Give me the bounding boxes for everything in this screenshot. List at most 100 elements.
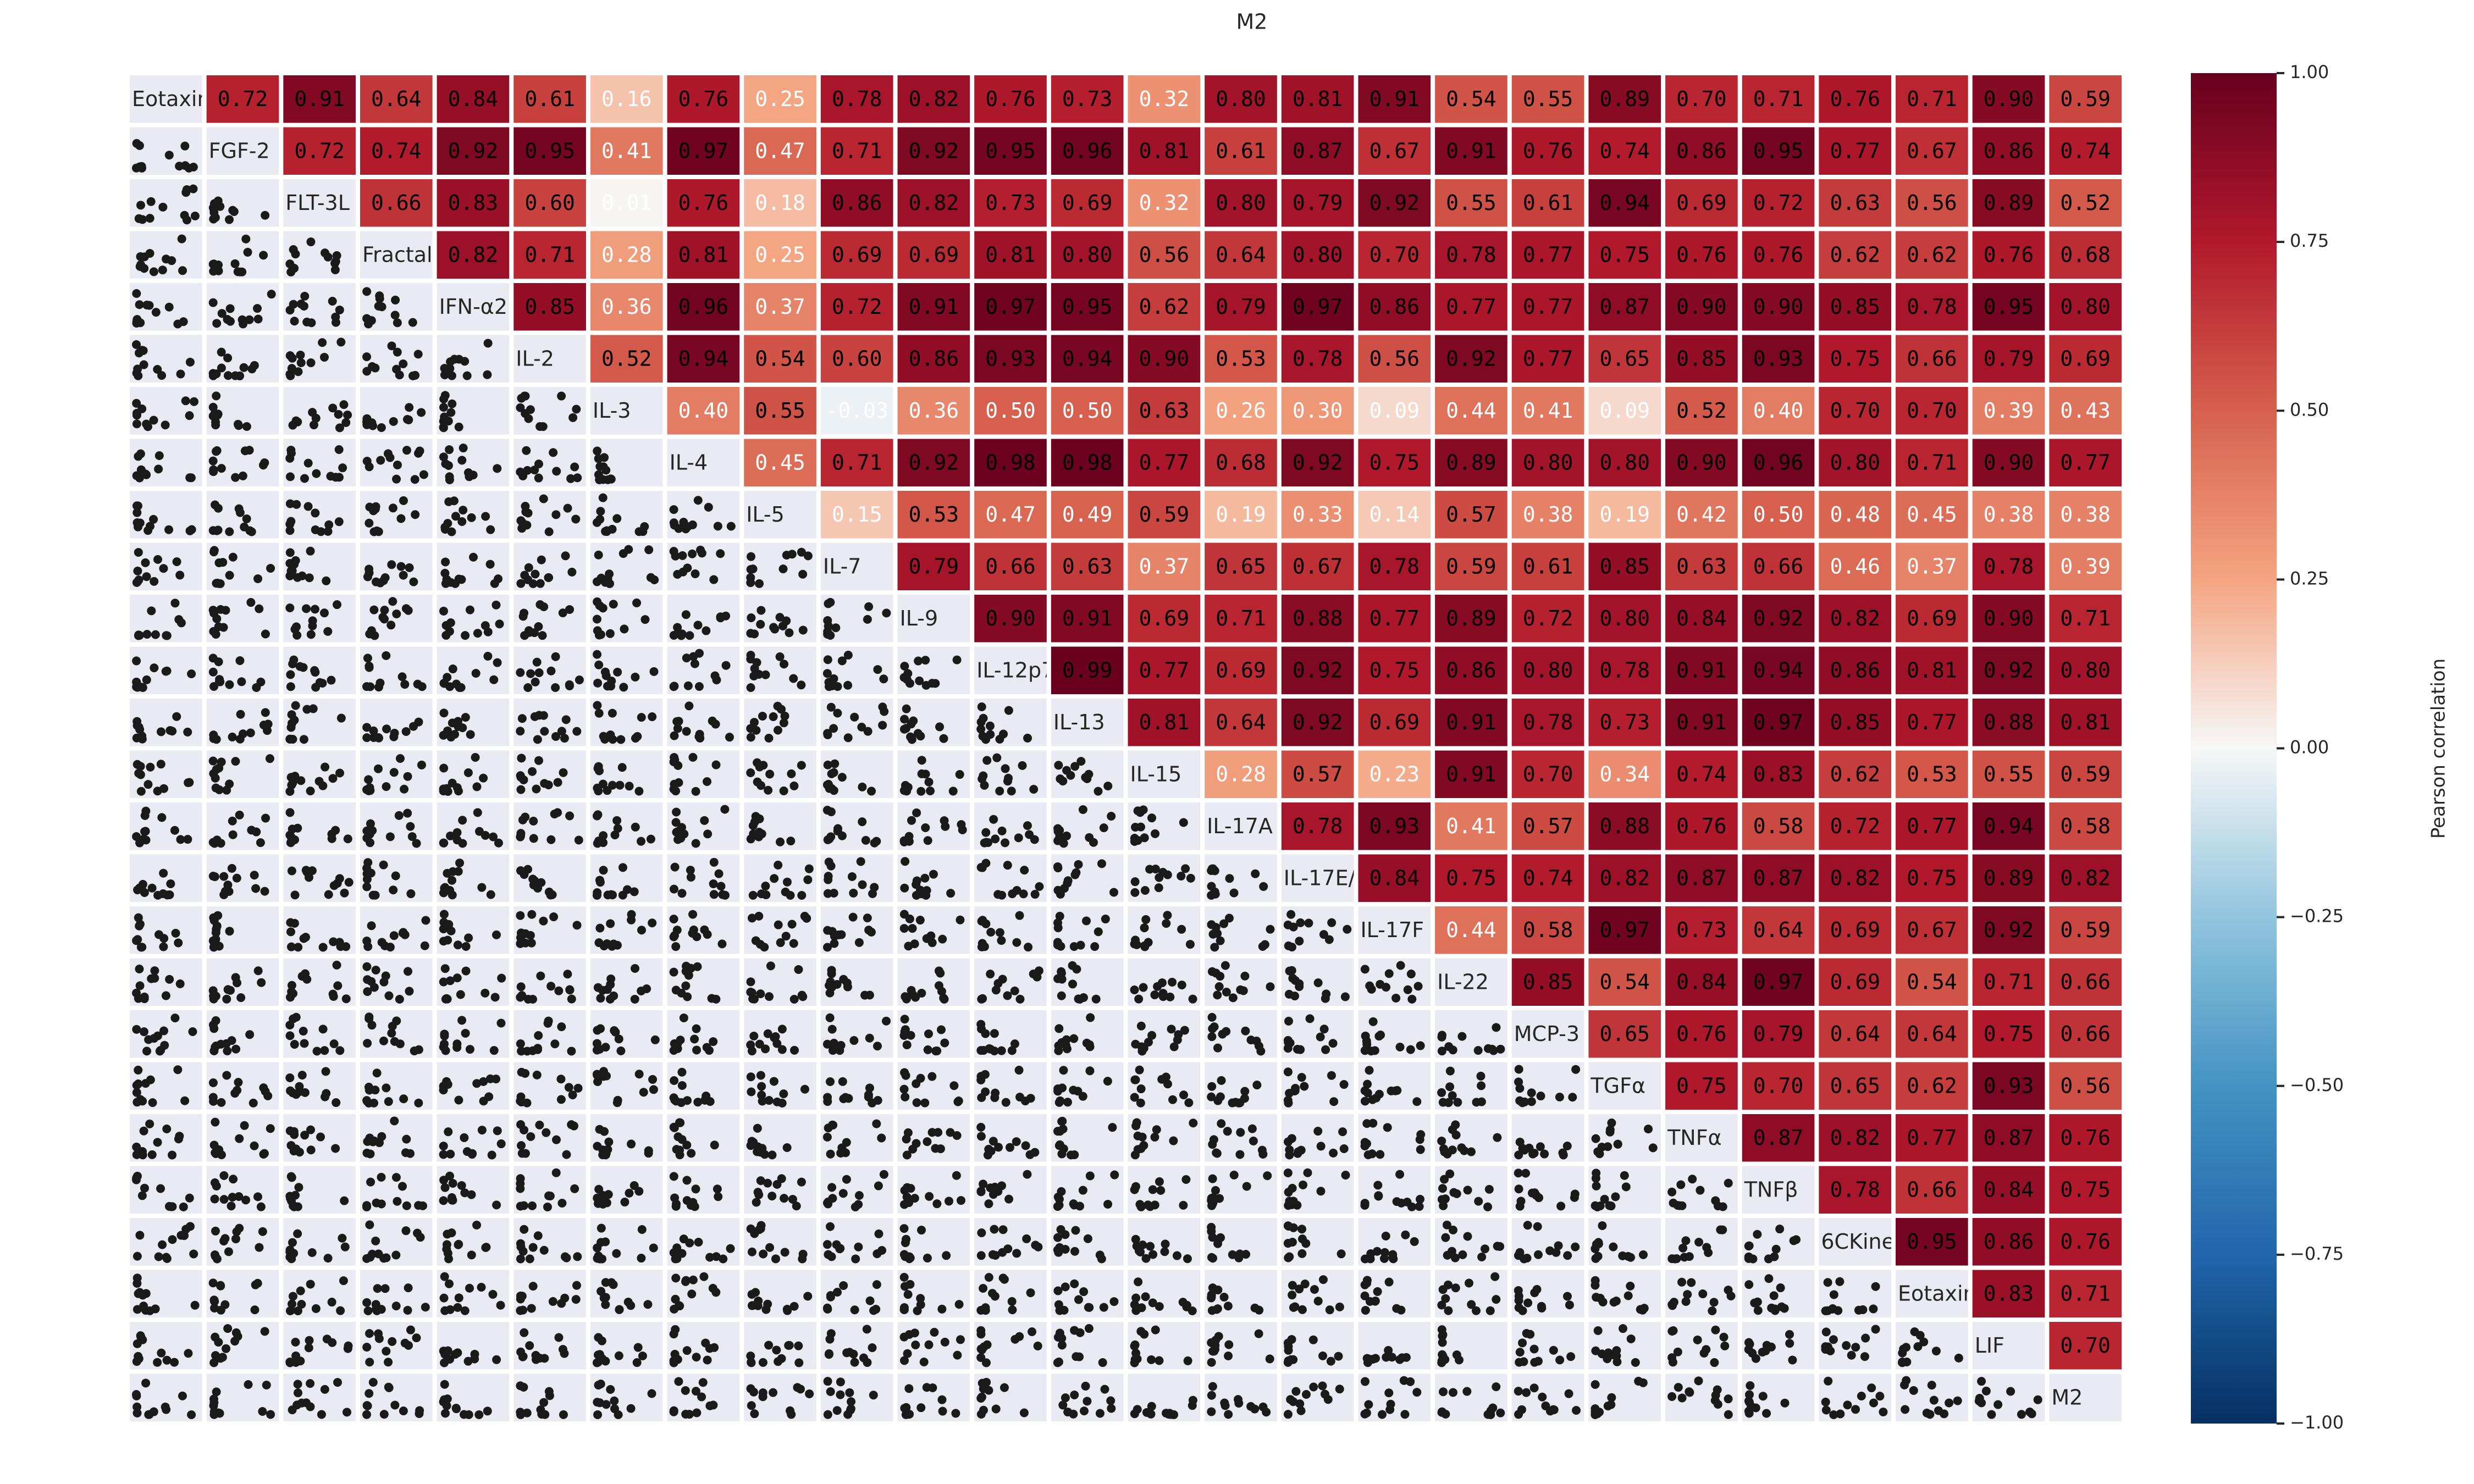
scatter-dot (1515, 1348, 1525, 1357)
scatter-dot (781, 932, 791, 941)
scatter-dot (1029, 785, 1039, 794)
scatter-dot (291, 701, 300, 710)
scatter-dot (132, 832, 141, 841)
scatter-dot (1373, 1287, 1382, 1296)
scatter-dot (778, 564, 788, 574)
scatter-dot (1030, 890, 1040, 899)
scatter-dot (708, 716, 717, 726)
scatter-dot (217, 363, 226, 373)
scatter-dot (454, 574, 463, 584)
scatter-dot (595, 1125, 604, 1134)
scatter-dot (928, 1383, 937, 1392)
scatter-dot (940, 1337, 949, 1347)
scatter-dot (671, 787, 681, 796)
scatter-dot (1529, 1344, 1539, 1354)
scatter-dot (261, 813, 270, 823)
scatter-dot (1182, 1300, 1191, 1310)
cell-value: 0.72 (294, 139, 345, 163)
scatter-dot (328, 774, 338, 783)
cell-value: 0.89 (1446, 450, 1496, 474)
scatter-dot (551, 1135, 561, 1144)
cell-value: 0.84 (1369, 866, 1420, 890)
cell-value: 0.90 (1753, 295, 1804, 319)
scatter-dot (287, 710, 296, 719)
scatter-dot (849, 1349, 858, 1359)
scatter-dot (1626, 1253, 1635, 1262)
scatter-dot (753, 758, 762, 767)
cell-value: 0.34 (1599, 762, 1650, 786)
scatter-dot (171, 928, 180, 938)
scatter-dot (877, 1133, 886, 1143)
scatter-dot (1145, 1202, 1155, 1211)
scatter-dot (1103, 782, 1113, 791)
scatter-dot (1140, 885, 1150, 895)
heatmap-cell (1972, 906, 2045, 954)
cell-value: 0.48 (1830, 502, 1880, 527)
scatter-dot (492, 1200, 501, 1210)
scatter-dot (1163, 870, 1172, 879)
scatter-dot (826, 1149, 835, 1159)
scatter-dot (209, 267, 218, 276)
scatter-dot (544, 1387, 554, 1396)
scatter-dot (285, 526, 295, 535)
scatter-dot (151, 630, 160, 639)
scatter-dot (285, 472, 295, 481)
cell-value: 0.69 (1139, 606, 1190, 630)
scatter-dot (598, 493, 608, 502)
scatter-dot (225, 317, 235, 326)
scatter-dot (250, 1141, 259, 1150)
scatter-dot (919, 1358, 929, 1367)
scatter-dot (177, 234, 186, 243)
scatter-dot (135, 162, 144, 171)
scatter-dot (245, 315, 254, 324)
scatter-dot (1321, 1045, 1330, 1054)
scatter-dot (1239, 986, 1248, 995)
scatter-dot (563, 970, 572, 979)
scatter-dot (1744, 1398, 1754, 1407)
scatter-dot (593, 446, 602, 456)
cell-value: 0.57 (1293, 762, 1343, 786)
scatter-dot (826, 977, 835, 987)
scatter-dot (285, 1126, 295, 1136)
scatter-dot (1396, 1305, 1406, 1315)
scatter-dot (143, 526, 153, 535)
scatter-dot (862, 1325, 871, 1334)
scatter-dot (390, 1116, 399, 1126)
scatter-dot (1594, 1238, 1603, 1247)
scatter-dot (1753, 1230, 1762, 1239)
scatter-dot (797, 761, 806, 770)
scatter-dot (1070, 1279, 1079, 1288)
scatter-dot (772, 1039, 782, 1048)
scatter-dot (721, 661, 731, 670)
scatter-dot (1406, 1377, 1415, 1386)
scatter-dot (134, 631, 143, 640)
scatter-dot (997, 1046, 1006, 1055)
scatter-dot (1374, 1191, 1383, 1200)
scatter-dot (747, 1401, 756, 1410)
heatmap-cell (1896, 127, 1968, 175)
scatter-dot (1464, 1278, 1473, 1288)
scatter-dot (631, 822, 640, 832)
scatter-dot (1234, 1398, 1244, 1408)
scatter-dot (1208, 864, 1218, 873)
scatter-dot (1107, 1404, 1116, 1413)
scatter-dot (223, 353, 233, 363)
scatter-dot (473, 629, 482, 638)
scatter-dot (1058, 1116, 1067, 1126)
scatter-dot (671, 818, 681, 827)
scatter-dot (1216, 972, 1225, 981)
scatter-dot (1229, 1170, 1239, 1180)
scatter-dot (1769, 1291, 1779, 1300)
scatter-dot (681, 610, 691, 619)
scatter-dot (528, 874, 538, 884)
scatter-dot (132, 340, 141, 349)
scatter-dot (1603, 1142, 1612, 1151)
scatter-dot (415, 1409, 424, 1419)
cell-value: 0.19 (1216, 502, 1266, 527)
scatter-dot (880, 707, 889, 716)
cell-value: 0.58 (1523, 918, 1573, 942)
scatter-dot (285, 453, 295, 463)
scatter-dot (1869, 1398, 1878, 1408)
scatter-dot (1363, 1088, 1372, 1098)
heatmap-cell (1742, 283, 1815, 331)
